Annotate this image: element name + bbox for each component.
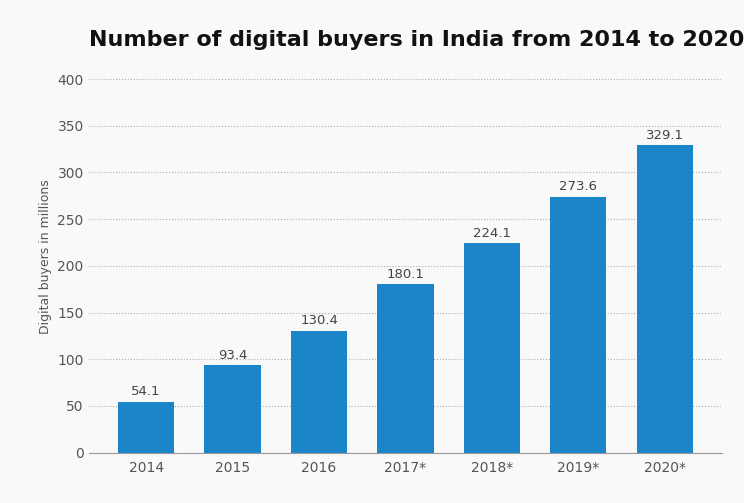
Bar [291, 331, 347, 453]
Y-axis label: Digital buyers in millions: Digital buyers in millions [39, 179, 52, 334]
Bar [118, 402, 174, 453]
Text: 54.1: 54.1 [132, 385, 161, 398]
Text: 273.6: 273.6 [559, 181, 597, 193]
Bar [464, 243, 520, 453]
Text: 224.1: 224.1 [473, 227, 511, 239]
Text: 130.4: 130.4 [300, 314, 338, 327]
Bar [377, 285, 434, 453]
Text: 93.4: 93.4 [218, 349, 247, 362]
Text: Number of digital buyers in India from 2014 to 2020 (in: Number of digital buyers in India from 2… [89, 31, 744, 50]
Text: 180.1: 180.1 [387, 268, 424, 281]
Bar [551, 197, 606, 453]
Text: 329.1: 329.1 [646, 129, 684, 141]
Bar [205, 366, 260, 453]
Bar [637, 145, 693, 453]
